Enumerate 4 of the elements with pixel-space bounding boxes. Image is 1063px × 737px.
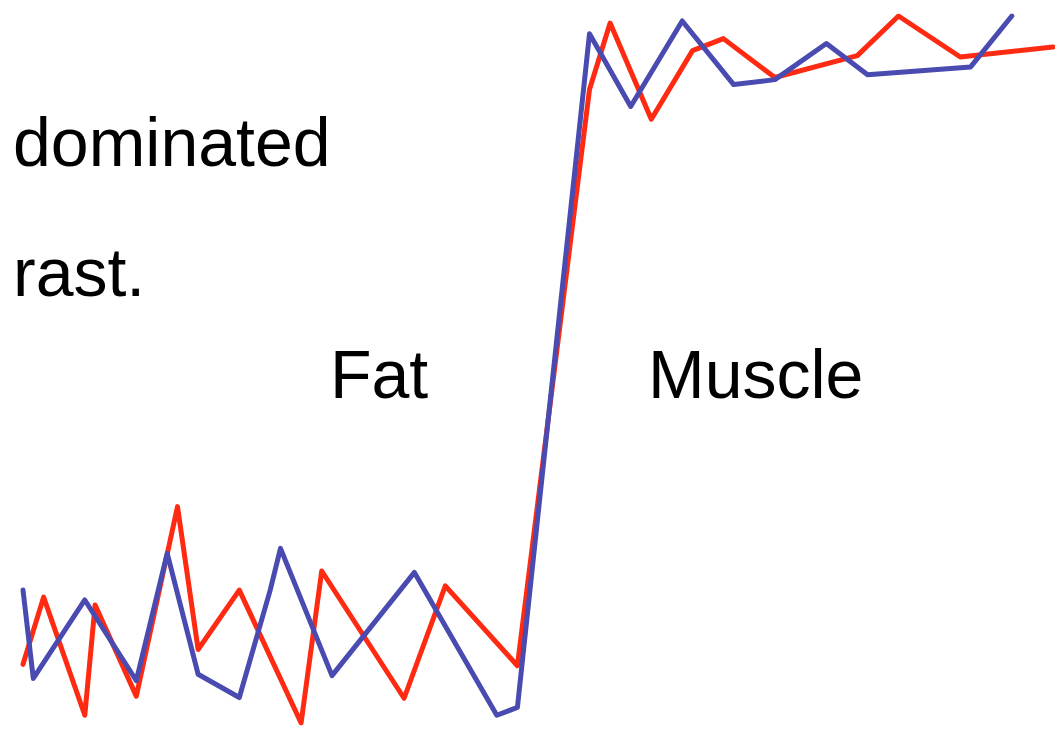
annotation: Fat — [330, 336, 429, 412]
annotation: dominated — [13, 104, 331, 180]
annotation: Muscle — [648, 336, 864, 412]
annotation: rast. — [13, 234, 146, 310]
